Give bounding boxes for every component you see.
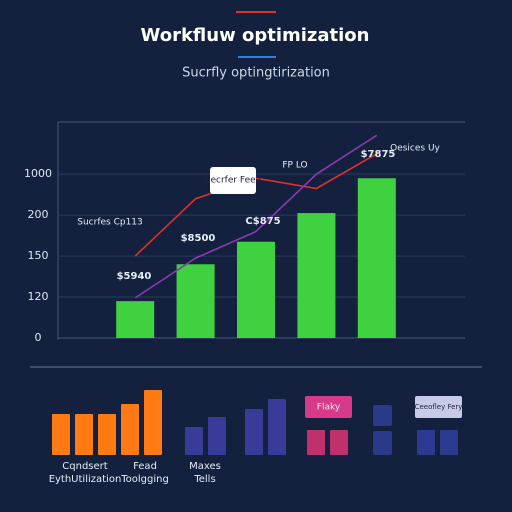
- trend-line: [134, 134, 378, 299]
- bar: [75, 414, 93, 455]
- bar: [307, 430, 325, 455]
- y-tick-label: 0: [35, 331, 42, 344]
- annotation: $5940: [117, 271, 152, 282]
- bar: [185, 427, 203, 455]
- group-label: Cqndsert EythUtilization: [49, 461, 122, 485]
- annotation: Sucrfes Cp113: [77, 218, 143, 228]
- y-tick-label: 1000: [24, 167, 52, 180]
- label-line: Maxes: [189, 461, 221, 472]
- badge: [415, 396, 462, 418]
- bar: [417, 430, 435, 455]
- bar: [116, 301, 155, 338]
- annotation: FP LO: [282, 161, 307, 171]
- annotation: $7875: [361, 149, 396, 160]
- chart-subtitle: Sucrfly optingtirization: [182, 66, 330, 81]
- annotation: $8500: [181, 233, 216, 244]
- bar: [268, 399, 286, 455]
- y-tick-label: 120: [28, 290, 49, 303]
- bar: [52, 414, 70, 455]
- bar: [208, 417, 226, 455]
- bar: [237, 241, 275, 338]
- y-tick-label: 200: [28, 208, 49, 221]
- annotation: Secrfer Feea: [205, 176, 261, 186]
- group-label: Fead Toolgging: [120, 461, 169, 485]
- bar: [144, 390, 162, 455]
- label-line: EythUtilization: [49, 474, 122, 485]
- bar: [440, 430, 458, 455]
- bar: [373, 431, 392, 455]
- bar: [121, 404, 139, 455]
- badge: [305, 396, 352, 418]
- label-line: Cqndsert: [62, 461, 107, 472]
- bar: [373, 405, 392, 426]
- label-line: Tells: [193, 474, 215, 485]
- label-line: Fead: [133, 461, 157, 472]
- bar: [330, 430, 348, 455]
- annotation: Oesices Uy: [390, 144, 440, 154]
- label-line: Toolgging: [120, 474, 169, 485]
- badge-label: Ceeofley Fery: [415, 403, 463, 411]
- badge-label: Flaky: [317, 403, 341, 413]
- annotation: C$875: [245, 216, 280, 227]
- bar: [297, 213, 336, 338]
- bar: [357, 178, 396, 338]
- bar: [98, 414, 116, 455]
- callout-box: [210, 167, 256, 194]
- y-tick-label: 150: [28, 249, 49, 262]
- group-label: Maxes Tells: [189, 461, 221, 485]
- bar: [176, 264, 215, 338]
- chart-title: Workfluw optimization: [140, 25, 369, 46]
- bar: [245, 409, 263, 455]
